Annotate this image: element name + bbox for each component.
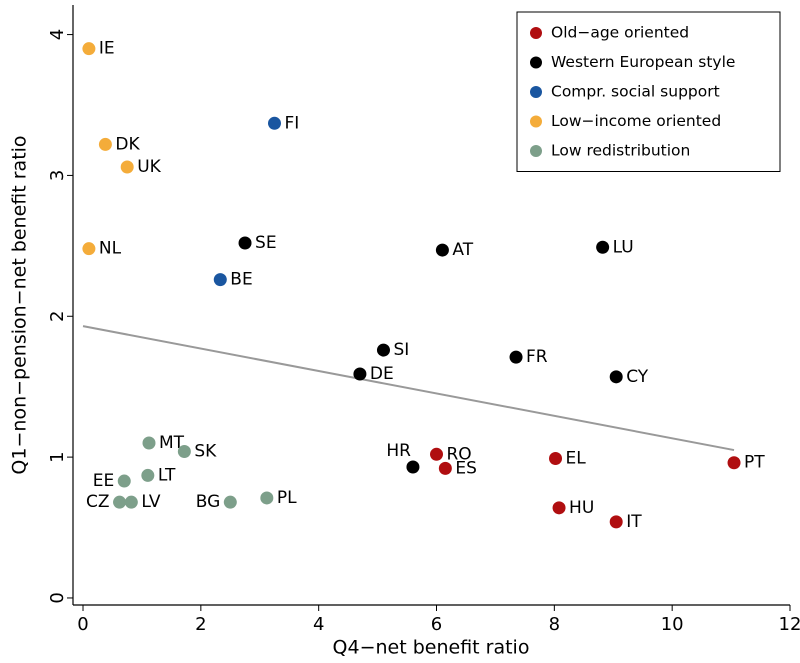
point: [376, 343, 390, 357]
point-label: FR: [526, 347, 548, 367]
point-label: HR: [386, 441, 411, 461]
point: [435, 243, 449, 257]
point-label: AT: [452, 240, 473, 260]
point-label: ES: [455, 458, 477, 478]
legend-label: Western European style: [551, 53, 735, 71]
legend-label: Low−income oriented: [551, 112, 721, 130]
point: [238, 236, 252, 250]
point-label: CY: [626, 367, 649, 387]
y-tick-label: 4: [47, 29, 68, 40]
point-label: DE: [370, 364, 394, 384]
point-label: FI: [284, 113, 299, 133]
point-label: SK: [194, 441, 217, 461]
point: [177, 444, 191, 458]
point: [223, 495, 237, 509]
point-label: LU: [613, 237, 634, 257]
legend-marker: [530, 115, 542, 128]
point-label: CZ: [86, 492, 110, 512]
legend-marker: [530, 56, 542, 69]
x-tick-label: 2: [195, 614, 206, 635]
point-label: UK: [137, 157, 161, 177]
x-tick-label: 6: [431, 614, 442, 635]
point-label: MT: [159, 433, 185, 453]
point-label: LT: [158, 465, 176, 485]
point: [438, 461, 452, 475]
legend-label: Old−age oriented: [551, 24, 689, 42]
point: [98, 137, 112, 151]
point-label: SI: [393, 340, 409, 360]
y-tick-label: 2: [47, 311, 68, 322]
point: [596, 240, 610, 254]
point: [430, 447, 444, 461]
point: [82, 42, 96, 56]
y-tick-label: 1: [47, 451, 68, 462]
point-label: IT: [626, 512, 642, 532]
fit-line: [82, 325, 735, 452]
point-label: PL: [277, 488, 297, 508]
point-label: RO: [447, 444, 472, 464]
legend-marker: [530, 27, 542, 39]
point: [509, 350, 523, 364]
point: [353, 367, 367, 381]
point: [406, 460, 420, 474]
x-tick-label: 8: [549, 614, 560, 635]
point: [267, 116, 281, 130]
point: [727, 456, 741, 470]
x-tick-label: 12: [779, 614, 800, 635]
legend-marker: [530, 86, 542, 98]
point: [260, 491, 274, 505]
legend-label: Low redistribution: [551, 142, 690, 160]
x-axis-title: Q4−net benefit ratio: [333, 637, 530, 659]
point-label: HU: [569, 498, 594, 518]
point: [213, 273, 227, 287]
legend-label: Compr. social support: [551, 83, 720, 101]
point-label: SE: [255, 233, 277, 253]
x-tick-label: 10: [661, 614, 684, 635]
point: [141, 468, 155, 482]
point-label: EL: [566, 449, 587, 469]
point: [124, 495, 138, 509]
point-label: BE: [230, 270, 252, 290]
point-label: DK: [115, 134, 140, 154]
point-label: BG: [196, 492, 221, 512]
point: [609, 370, 623, 384]
point-label: LV: [141, 492, 161, 512]
point: [552, 501, 566, 515]
point: [117, 474, 131, 488]
x-tick-label: 4: [313, 614, 324, 635]
point-label: PT: [744, 453, 765, 473]
x-tick-label: 0: [77, 614, 88, 635]
point-label: NL: [99, 239, 122, 259]
point: [609, 515, 623, 529]
point: [549, 452, 563, 466]
point-label: EE: [93, 471, 114, 491]
y-axis-title: Q1−non−pension−net benefit ratio: [9, 135, 31, 474]
point: [142, 436, 156, 450]
y-tick-label: 0: [47, 592, 68, 603]
point-label: IE: [99, 39, 115, 59]
point: [82, 242, 96, 256]
legend-box: [516, 11, 781, 172]
point: [113, 495, 127, 509]
y-tick-label: 3: [47, 170, 68, 181]
legend-marker: [530, 145, 542, 157]
point: [120, 160, 134, 174]
